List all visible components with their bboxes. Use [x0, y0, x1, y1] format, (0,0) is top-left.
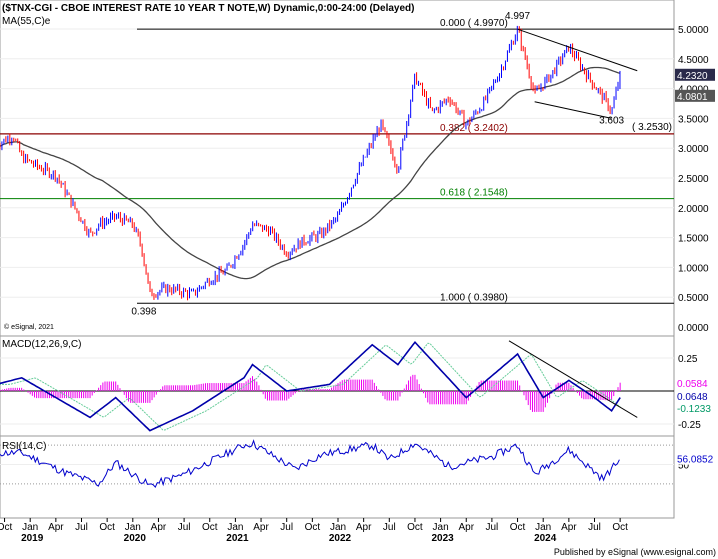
signal-value-bg — [675, 402, 715, 414]
x-month-label: Jan — [433, 522, 449, 533]
moving-average — [0, 66, 621, 280]
fib-label-382: 0.382 ( 3.2402) — [440, 123, 508, 134]
x-month-label: Oct — [407, 522, 423, 533]
x-year-label: 2019 — [21, 533, 44, 544]
price-candles — [0, 25, 621, 301]
ma-55-line — [0, 66, 621, 280]
price-annotation: 0.398 — [131, 306, 156, 317]
macd-y-tick: -0.25 — [678, 420, 701, 431]
fib-label-618: 0.618 ( 2.1548) — [440, 188, 508, 199]
ma-value-badge-bg — [675, 89, 715, 102]
price-y-tick: 1.0000 — [678, 263, 709, 274]
level-label-3253: ( 3.2530) — [632, 122, 672, 133]
x-month-label: Jan — [125, 522, 141, 533]
rsi-title: RSI(14,C) — [2, 441, 46, 452]
price-panel — [0, 0, 675, 337]
x-month-label: Jul — [75, 522, 88, 533]
x-axis-labels: Oct Jan Apr Jul Oct Jan Apr Jul Oct Jan Apr Jul Oct J… — [0, 517, 674, 544]
macd-series — [0, 340, 638, 432]
fib-label-0: 0.000 ( 4.9970) — [440, 18, 508, 29]
x-month-label: Apr — [356, 522, 372, 533]
x-month-label: Oct — [99, 522, 115, 533]
y-axis-labels: 5.00004.50004.00003.50003.00002.50002.00… — [675, 25, 715, 472]
macd-signal-line — [0, 342, 621, 431]
x-month-label: Jan — [330, 522, 346, 533]
price-annotation: 3.603 — [599, 115, 624, 126]
chart-title: ($TNX-CGI - CBOE INTEREST RATE 10 YEAR T… — [2, 3, 415, 14]
x-month-label: Oct — [612, 522, 628, 533]
rsi-value-bg — [675, 452, 715, 465]
price-y-tick: 3.0000 — [678, 144, 709, 155]
price-y-tick: 2.0000 — [678, 204, 709, 215]
x-month-label: Jul — [486, 522, 499, 533]
x-month-label: Jul — [588, 522, 601, 533]
macd-line — [0, 340, 621, 432]
x-month-label: Apr — [253, 522, 269, 533]
x-month-label: Apr — [48, 522, 64, 533]
price-y-tick: 5.0000 — [678, 25, 709, 36]
x-month-label: Jul — [280, 522, 293, 533]
x-year-label: 2021 — [226, 533, 249, 544]
x-month-label: Jan — [227, 522, 243, 533]
grid-layer — [0, 28, 674, 485]
x-year-label: 2022 — [329, 533, 352, 544]
price-y-tick: 4.5000 — [678, 55, 709, 66]
last-price-badge: 4.2320 — [677, 71, 708, 82]
macd-hist-value: 0.0584 — [677, 379, 708, 390]
last-price-badge-bg — [675, 68, 715, 81]
x-month-label: Jul — [383, 522, 396, 533]
price-trendline-1 — [534, 101, 612, 119]
x-year-label: 2023 — [431, 533, 454, 544]
price-y-tick: 0.0000 — [678, 323, 709, 334]
price-y-tick: 2.5000 — [678, 174, 709, 185]
signal-value: -0.1233 — [677, 404, 711, 415]
price-y-tick: 3.5000 — [678, 114, 709, 125]
x-month-label: Apr — [151, 522, 167, 533]
price-y-tick: 0.5000 — [678, 293, 709, 304]
trendlines — [517, 28, 638, 119]
x-month-label: Jan — [22, 522, 38, 533]
ma-label: MA(55,C)e — [2, 16, 51, 27]
macd-trendline — [508, 340, 638, 418]
macd-y-tick: 0.25 — [678, 354, 698, 365]
macd-value: 0.0648 — [677, 392, 708, 403]
x-year-label: 2024 — [534, 533, 557, 544]
rsi-series — [0, 439, 620, 488]
rsi-value: 56.0852 — [677, 455, 714, 466]
macd-hist-value-bg — [675, 377, 715, 389]
x-month-label: Apr — [561, 522, 577, 533]
x-month-label: Jan — [535, 522, 551, 533]
ma-value-badge: 4.0801 — [677, 92, 708, 103]
rsi-line — [0, 439, 620, 488]
rsi-panel — [0, 435, 675, 519]
x-month-label: Oct — [305, 522, 321, 533]
price-trendline-0 — [517, 28, 638, 72]
x-month-label: Oct — [202, 522, 218, 533]
price-y-tick: 1.5000 — [678, 234, 709, 245]
rsi-y-tick: 50 — [678, 461, 690, 472]
macd-value-bg — [675, 390, 715, 402]
price-annotation: 4.997 — [505, 11, 530, 22]
macd-title: MACD(12,26,9,C) — [2, 339, 81, 350]
x-month-label: Apr — [458, 522, 474, 533]
watermark: © eSignal, 2021 — [4, 323, 54, 331]
fib-levels: 0.000 ( 4.9970) 0.382 ( 3.2402) ( 3.2530) 0… — [0, 18, 674, 304]
x-month-label: Jul — [178, 522, 191, 533]
x-month-label: Oct — [510, 522, 526, 533]
x-month-label: Oct — [0, 522, 13, 533]
x-year-label: 2020 — [124, 533, 147, 544]
price-annotations: 4.997 3.603 0.398 — [131, 11, 624, 317]
fib-label-100: 1.000 ( 0.3980) — [440, 292, 508, 303]
footer-credit: Published by eSignal (www.esignal.com) — [554, 547, 716, 557]
